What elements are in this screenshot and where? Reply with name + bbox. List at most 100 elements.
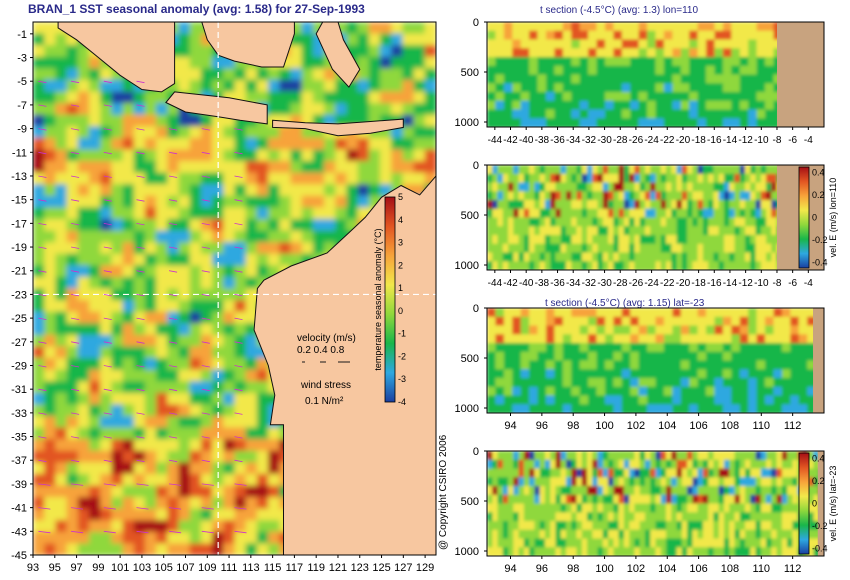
panel-cell xyxy=(739,226,746,236)
wind-arrow xyxy=(103,530,116,534)
wind-arrow xyxy=(136,365,145,368)
map-cell xyxy=(256,207,270,220)
panel-cell xyxy=(508,235,515,245)
panel-y-tick-label: 500 xyxy=(461,210,479,222)
map-cell xyxy=(122,427,135,441)
panel-cell xyxy=(503,343,514,353)
panel-cell xyxy=(739,334,749,344)
map-cell xyxy=(357,79,370,93)
panel-cell xyxy=(618,538,625,549)
panel-cell xyxy=(539,521,546,531)
panel-cell xyxy=(734,512,741,522)
panel-cell xyxy=(555,191,562,201)
map-cell xyxy=(144,288,158,302)
panel-cell xyxy=(666,494,673,505)
map-cell xyxy=(178,346,191,359)
panel-cell xyxy=(718,529,725,540)
panel-frame xyxy=(486,450,825,557)
panel-cell xyxy=(655,39,665,50)
panel-cell xyxy=(566,538,573,549)
panel-cell xyxy=(562,30,572,41)
panel-cell xyxy=(672,351,682,362)
panel-cell xyxy=(520,39,530,50)
map-cell xyxy=(402,79,415,93)
panel-cell xyxy=(503,92,514,102)
map-cell xyxy=(402,137,415,151)
panel-cell xyxy=(748,360,758,371)
panel-cell xyxy=(655,165,662,175)
panel-cell xyxy=(766,235,773,245)
map-cell xyxy=(44,242,57,255)
panel-cell xyxy=(596,360,606,371)
map-cell xyxy=(100,450,113,464)
panel-cell xyxy=(487,39,497,50)
panel-x-tick-label: -42 xyxy=(503,135,518,146)
panel-cell xyxy=(520,48,530,58)
panel-cell xyxy=(776,451,783,461)
panel-cell xyxy=(765,65,775,76)
panel-cell xyxy=(766,226,773,236)
map-cell xyxy=(256,184,270,197)
map-cell xyxy=(245,485,258,499)
panel-cell xyxy=(639,208,646,219)
panel-cell xyxy=(729,165,736,175)
panel-cell xyxy=(621,65,631,76)
panel-cell xyxy=(560,459,567,470)
map-cell xyxy=(55,439,68,452)
panel-y-tick-label: 0 xyxy=(473,446,479,458)
map-cell xyxy=(156,253,169,267)
map-cell xyxy=(33,114,46,128)
map-cell xyxy=(133,358,146,371)
panel-cell xyxy=(634,503,641,514)
panel-cell xyxy=(520,351,530,362)
panel-cell xyxy=(560,521,567,531)
panel-cell xyxy=(708,208,715,219)
panel-cell xyxy=(765,316,775,327)
panel-cell xyxy=(550,217,557,228)
panel-cell xyxy=(724,252,731,263)
panel-cell xyxy=(729,243,736,254)
panel-cell xyxy=(676,468,683,479)
map-cell xyxy=(89,242,102,255)
panel-cell xyxy=(739,182,746,193)
panel-cell xyxy=(697,118,707,127)
panel-cell xyxy=(592,243,599,254)
map-cell xyxy=(144,427,158,441)
panel-cell xyxy=(495,316,505,327)
panel-cell xyxy=(663,404,674,413)
panel-cell xyxy=(634,261,641,270)
map-cell xyxy=(44,358,57,371)
panel-cell xyxy=(634,243,641,254)
wind-arrow xyxy=(169,412,178,415)
panel-cell xyxy=(529,217,536,228)
panel-cell xyxy=(750,261,757,270)
panel-cell xyxy=(689,22,699,32)
panel-x-tick-label: -4 xyxy=(804,135,813,146)
panel-cell xyxy=(660,547,667,556)
map-cell xyxy=(178,195,191,209)
panel-cell xyxy=(718,252,725,263)
map-cell xyxy=(156,543,169,555)
panel-cell xyxy=(571,529,578,540)
map-cell xyxy=(402,126,415,139)
panel-cell xyxy=(756,343,766,353)
panel-cell xyxy=(650,477,657,487)
panel-cell xyxy=(787,503,794,514)
panel-cell xyxy=(722,360,733,371)
panel-cell xyxy=(739,208,746,219)
map-cell xyxy=(111,427,124,441)
panel-cell xyxy=(512,39,522,50)
panel-cell xyxy=(676,182,683,193)
map-cell xyxy=(223,300,236,313)
wind-arrow xyxy=(71,530,84,534)
map-cell xyxy=(66,450,79,464)
panel-cell xyxy=(687,529,694,540)
panel-cell xyxy=(781,404,792,413)
panel-cell xyxy=(692,547,699,556)
panel-cell xyxy=(765,378,775,388)
map-cell xyxy=(245,242,258,255)
map-cell xyxy=(357,172,370,186)
panel-field xyxy=(487,22,824,127)
panel-cell xyxy=(666,243,673,254)
map-cell xyxy=(301,161,314,174)
